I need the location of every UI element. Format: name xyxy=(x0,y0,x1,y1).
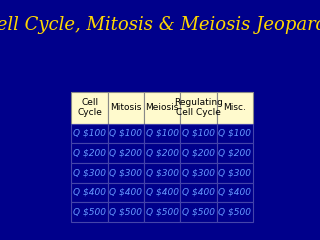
Bar xyxy=(180,143,217,163)
Bar xyxy=(71,91,108,124)
Text: Q $200: Q $200 xyxy=(182,149,215,158)
Text: Cell
Cycle: Cell Cycle xyxy=(77,98,102,117)
Text: Cell Cycle, Mitosis & Meiosis Jeopardy: Cell Cycle, Mitosis & Meiosis Jeopardy xyxy=(0,16,320,34)
Text: Q $100: Q $100 xyxy=(109,129,142,138)
Bar xyxy=(144,143,180,163)
Bar xyxy=(71,143,108,163)
Text: Q $300: Q $300 xyxy=(182,168,215,177)
Bar xyxy=(217,202,253,222)
Text: Q $100: Q $100 xyxy=(146,129,179,138)
Bar xyxy=(71,124,108,143)
Bar xyxy=(108,124,144,143)
Bar xyxy=(217,91,253,124)
Bar xyxy=(71,163,108,183)
Text: Q $400: Q $400 xyxy=(146,188,179,197)
Bar xyxy=(180,202,217,222)
Bar xyxy=(217,124,253,143)
Bar xyxy=(144,202,180,222)
Text: Q $300: Q $300 xyxy=(146,168,179,177)
Bar xyxy=(108,143,144,163)
Bar xyxy=(108,183,144,202)
Text: Q $500: Q $500 xyxy=(73,208,106,217)
Text: Q $300: Q $300 xyxy=(109,168,142,177)
Text: Q $300: Q $300 xyxy=(218,168,251,177)
Text: Q $500: Q $500 xyxy=(146,208,179,217)
Bar xyxy=(108,91,144,124)
Text: Q $500: Q $500 xyxy=(218,208,251,217)
Bar xyxy=(180,124,217,143)
Text: Q $400: Q $400 xyxy=(218,188,251,197)
Bar xyxy=(180,163,217,183)
Bar xyxy=(108,163,144,183)
Bar xyxy=(71,202,108,222)
Text: Regulating
Cell Cycle: Regulating Cell Cycle xyxy=(174,98,223,117)
Text: Q $400: Q $400 xyxy=(73,188,106,197)
Text: Q $100: Q $100 xyxy=(73,129,106,138)
Text: Q $200: Q $200 xyxy=(73,149,106,158)
Text: Meiosis: Meiosis xyxy=(145,103,179,112)
Bar xyxy=(144,124,180,143)
Text: Q $100: Q $100 xyxy=(218,129,251,138)
Text: Q $200: Q $200 xyxy=(218,149,251,158)
Text: Q $100: Q $100 xyxy=(182,129,215,138)
Text: Q $500: Q $500 xyxy=(109,208,142,217)
Bar xyxy=(144,91,180,124)
Text: Q $400: Q $400 xyxy=(109,188,142,197)
Bar xyxy=(180,91,217,124)
Bar xyxy=(217,183,253,202)
Bar xyxy=(71,183,108,202)
Text: Q $200: Q $200 xyxy=(146,149,179,158)
Bar xyxy=(180,183,217,202)
Bar xyxy=(144,163,180,183)
Text: Mitosis: Mitosis xyxy=(110,103,141,112)
Bar xyxy=(217,163,253,183)
Text: Misc.: Misc. xyxy=(223,103,246,112)
Text: Q $400: Q $400 xyxy=(182,188,215,197)
Text: Q $500: Q $500 xyxy=(182,208,215,217)
Text: Q $300: Q $300 xyxy=(73,168,106,177)
Bar xyxy=(217,143,253,163)
Text: Q $200: Q $200 xyxy=(109,149,142,158)
Bar xyxy=(108,202,144,222)
Bar xyxy=(144,183,180,202)
